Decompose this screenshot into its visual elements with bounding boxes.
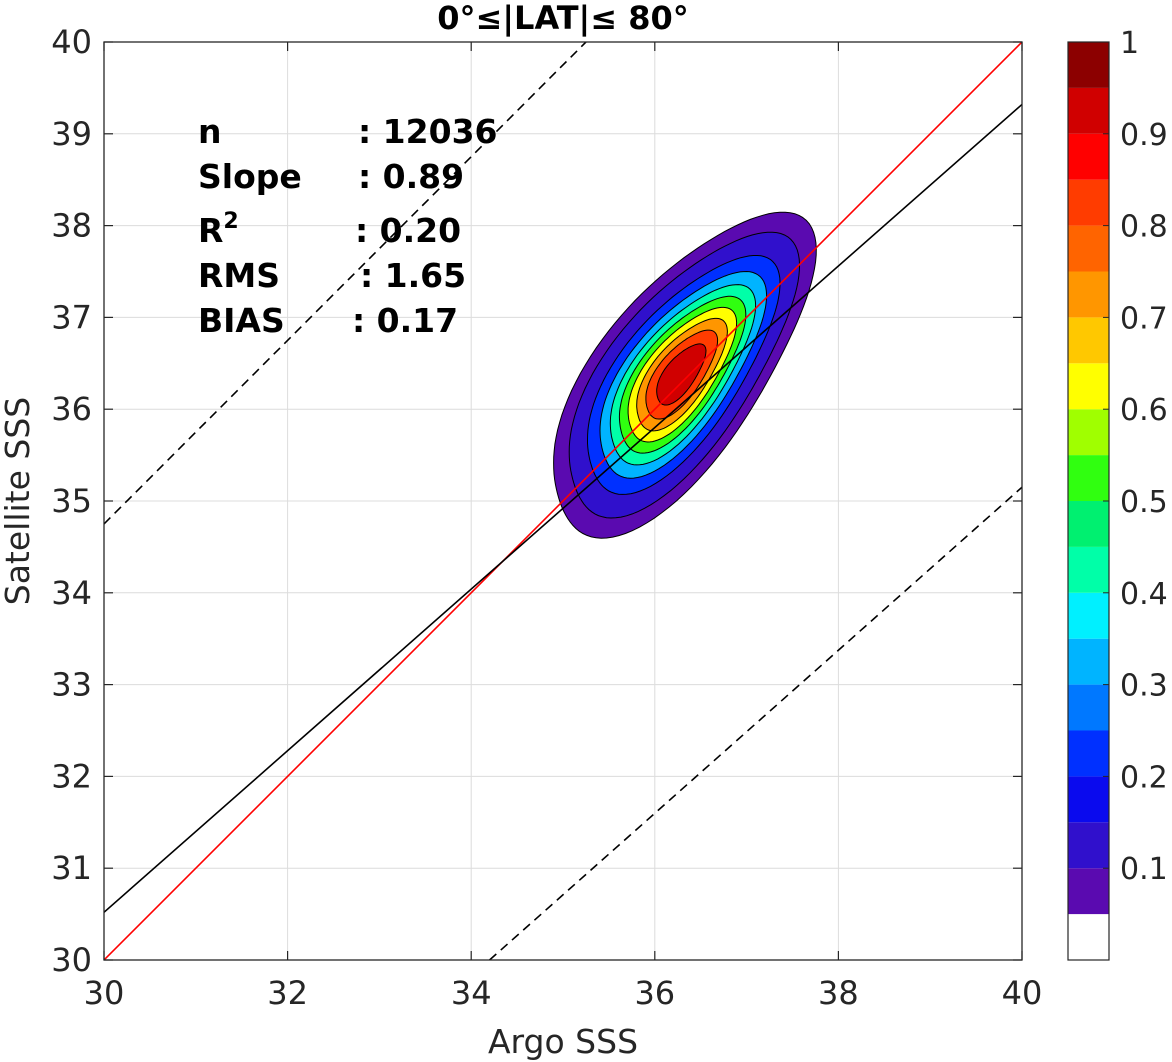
- colorbar-segment: [1068, 592, 1109, 639]
- stat-key: Slope: [198, 157, 302, 196]
- y-tick-label: 32: [51, 757, 92, 795]
- x-tick-label: 32: [267, 974, 308, 1012]
- colorbar-segment: [1068, 363, 1109, 410]
- colorbar-tick-label: 0.4: [1120, 577, 1168, 612]
- line-lower-bound: [489, 486, 1022, 960]
- y-tick-label: 37: [51, 298, 92, 336]
- stat-value: : 0.17: [352, 301, 458, 340]
- colorbar-tick-label: 0.1: [1120, 852, 1168, 887]
- colorbar-segment: [1068, 409, 1109, 456]
- colorbar-segment: [1068, 638, 1109, 685]
- y-tick-label: 30: [51, 941, 92, 979]
- colorbar-segment: [1068, 914, 1109, 960]
- stat-key: BIAS: [198, 301, 285, 340]
- colorbar-tick-label: 0.9: [1120, 118, 1168, 153]
- colorbar-segment: [1068, 225, 1109, 272]
- colorbar-segment: [1068, 271, 1109, 318]
- line-upper-bound: [104, 42, 587, 525]
- colorbar: 0.1 0.2 0.3 0.4 0.5 0.6 0.7 0.8 0.9 1: [1067, 26, 1168, 961]
- y-tick-label: 38: [51, 207, 92, 245]
- stat-value: : 0.20: [355, 211, 461, 250]
- y-tick-label: 40: [51, 23, 92, 61]
- stat-value: : 12036: [358, 112, 498, 151]
- colorbar-segment: [1068, 179, 1109, 226]
- colorbar-segment: [1068, 455, 1109, 501]
- colorbar-tick-label: 0.6: [1120, 393, 1168, 428]
- colorbar-tick-label: 0.3: [1120, 669, 1168, 704]
- x-tick-label: 34: [451, 974, 492, 1012]
- axis-ticks: 30 32 34 36 38 40 30 31 32 33 34 35 36 37 38 39 40: [51, 23, 1042, 1012]
- colorbar-segment: [1068, 501, 1109, 547]
- y-axis-label: Satellite SSS: [0, 397, 37, 606]
- stat-key: RMS: [198, 256, 280, 295]
- colorbar-tick-label: 0.7: [1120, 301, 1168, 336]
- colorbar-segment: [1068, 684, 1109, 731]
- y-tick-label: 35: [51, 482, 92, 520]
- colorbar-segment: [1068, 730, 1109, 777]
- chart-title: 0°≤|LAT|≤ 80°: [437, 0, 688, 38]
- stat-key: n: [198, 112, 222, 151]
- stat-key-superscript: 2: [223, 209, 238, 234]
- colorbar-segment: [1068, 317, 1109, 364]
- colorbar-segment: [1068, 42, 1109, 88]
- colorbar-segment: [1068, 546, 1109, 593]
- y-tick-label: 31: [51, 849, 92, 887]
- colorbar-tick-label: 1: [1120, 26, 1139, 61]
- colorbar-segment: [1068, 87, 1109, 134]
- colorbar-segment: [1068, 822, 1109, 869]
- reference-lines: [104, 42, 1022, 960]
- x-tick-label: 36: [634, 974, 675, 1012]
- colorbar-tick-label: 0.2: [1120, 760, 1168, 795]
- colorbar-segment: [1068, 133, 1109, 180]
- contour-level: [656, 343, 707, 406]
- x-tick-label: 40: [1002, 974, 1043, 1012]
- y-tick-label: 36: [51, 390, 92, 428]
- stat-value: : 1.65: [360, 256, 466, 295]
- colorbar-tick-label: 0.8: [1120, 210, 1168, 245]
- y-tick-label: 33: [51, 666, 92, 704]
- x-tick-label: 30: [84, 974, 125, 1012]
- y-tick-label: 39: [51, 115, 92, 153]
- line-regression: [104, 103, 1022, 913]
- colorbar-segment: [1068, 776, 1109, 823]
- x-tick-label: 38: [818, 974, 859, 1012]
- colorbar-segment: [1068, 868, 1109, 915]
- x-axis-label: Argo SSS: [488, 1022, 638, 1061]
- y-tick-label: 34: [51, 574, 92, 612]
- line-one-to-one: [104, 42, 1022, 960]
- stat-value: : 0.89: [358, 157, 464, 196]
- colorbar-tick-label: 0.5: [1120, 485, 1168, 520]
